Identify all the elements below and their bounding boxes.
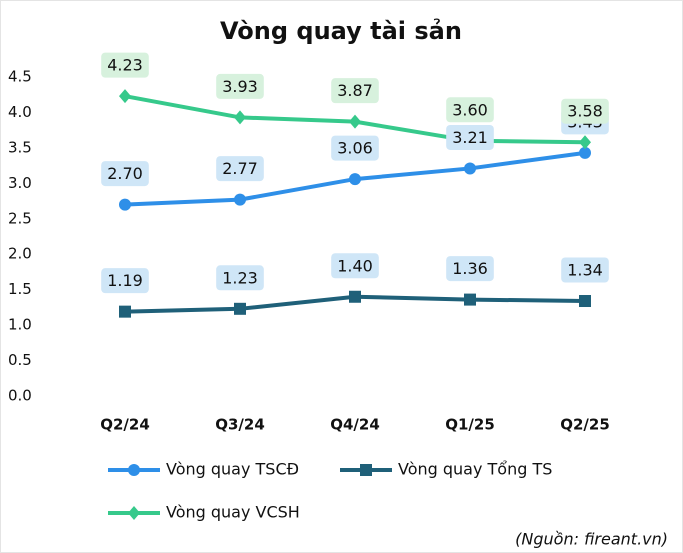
value-label: 1.34 [561, 257, 609, 283]
x-tick-label: Q4/24 [330, 416, 380, 434]
marker [119, 305, 131, 318]
value-label-bg [446, 97, 494, 123]
legend-label: Vòng quay Tổng TS [398, 460, 552, 479]
x-tick-label: Q3/24 [215, 416, 265, 434]
marker [234, 302, 246, 315]
marker [234, 110, 246, 125]
value-label-bg [216, 73, 264, 99]
marker [579, 135, 591, 150]
marker [349, 290, 361, 303]
marker [119, 198, 131, 211]
marker [579, 146, 591, 159]
value-label-bg [446, 256, 494, 282]
value-label: 1.23 [216, 265, 264, 291]
x-tick-label: Q1/25 [445, 416, 495, 434]
value-label-bg [331, 253, 379, 279]
value-label: 3.58 [561, 98, 609, 124]
marker [464, 293, 476, 306]
value-label: 2.77 [216, 156, 264, 182]
value-label-bg [331, 78, 379, 104]
value-label: 1.36 [446, 256, 494, 282]
value-label: 3.21 [446, 124, 494, 150]
value-label-bg [101, 52, 149, 78]
value-label-text: 3.93 [222, 77, 258, 96]
value-label: 2.70 [101, 161, 149, 187]
value-label: 3.87 [331, 78, 379, 104]
value-label-bg [101, 161, 149, 187]
value-label-text: 3.58 [567, 102, 603, 121]
value-label-bg [216, 265, 264, 291]
marker [234, 193, 246, 206]
y-tick-label: 2.0 [8, 245, 32, 263]
value-label-bg [331, 135, 379, 161]
value-label-bg [446, 124, 494, 150]
y-tick-label: 0.0 [8, 387, 32, 405]
y-tick-label: 4.5 [8, 68, 32, 86]
value-label-text: 1.40 [337, 256, 373, 275]
y-tick-label: 1.0 [8, 316, 32, 334]
value-label-text: 1.19 [107, 271, 143, 290]
value-label: 1.19 [101, 268, 149, 294]
value-label-text: 3.87 [337, 81, 373, 100]
x-tick-label: Q2/25 [560, 416, 610, 434]
value-label-text: 1.34 [567, 261, 603, 280]
legend-marker [128, 464, 140, 476]
marker [349, 173, 361, 186]
value-label-text: 1.36 [452, 259, 488, 278]
legend-marker [128, 506, 140, 520]
marker [464, 162, 476, 175]
value-label-bg [101, 268, 149, 294]
value-label-text: 2.70 [107, 164, 143, 183]
value-label: 3.93 [216, 73, 264, 99]
value-label-bg [561, 257, 609, 283]
value-label-bg [216, 156, 264, 182]
value-label-text: 3.60 [452, 100, 488, 119]
y-tick-label: 4.0 [8, 103, 32, 121]
marker [119, 89, 131, 104]
legend-label: Vòng quay TSCĐ [166, 460, 299, 479]
value-label: 3.06 [331, 135, 379, 161]
value-label: 1.40 [331, 253, 379, 279]
y-tick-label: 0.5 [8, 351, 32, 369]
x-tick-label: Q2/24 [100, 416, 150, 434]
marker [579, 295, 591, 308]
value-label-text: 3.21 [452, 128, 488, 147]
source-note: (Nguồn: fireant.vn) [515, 530, 668, 549]
chart-title: Vòng quay tài sản [220, 17, 462, 45]
marker [349, 114, 361, 129]
value-label-text: 3.06 [337, 139, 373, 158]
legend-label: Vòng quay VCSH [166, 503, 300, 522]
value-label-text: 4.23 [107, 56, 143, 75]
value-label-text: 1.23 [222, 268, 258, 287]
legend-marker [360, 464, 372, 476]
y-tick-label: 3.5 [8, 138, 32, 156]
y-tick-label: 3.0 [8, 174, 32, 192]
value-label: 3.60 [446, 97, 494, 123]
value-label: 4.23 [101, 52, 149, 78]
value-label-text: 2.77 [222, 159, 258, 178]
y-tick-label: 2.5 [8, 209, 32, 227]
value-label-bg [561, 98, 609, 124]
y-tick-label: 1.5 [8, 280, 32, 298]
